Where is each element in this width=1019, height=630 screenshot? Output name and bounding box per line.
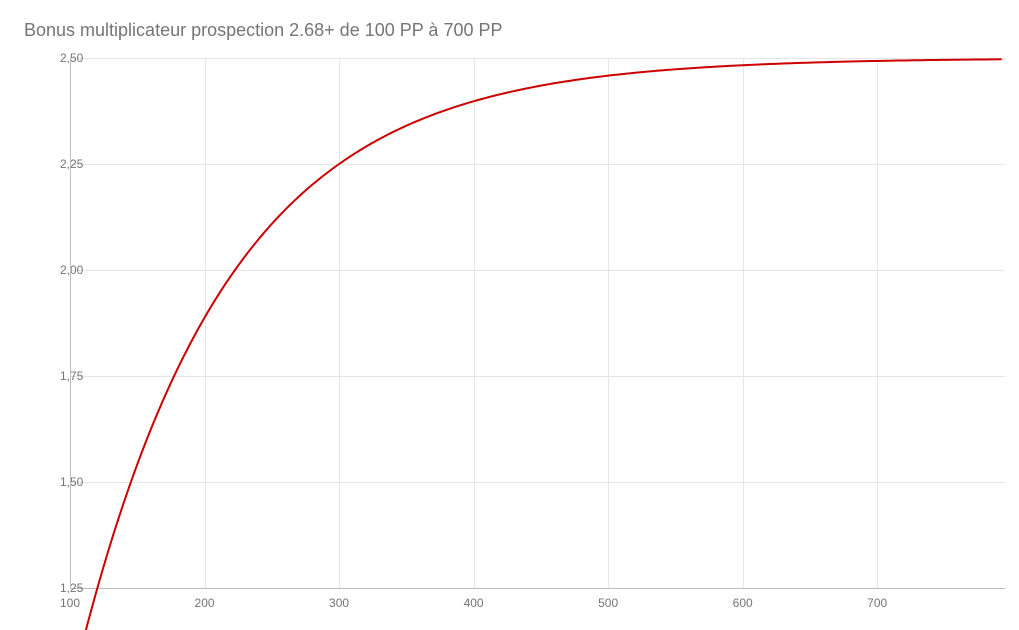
chart-title: Bonus multiplicateur prospection 2.68+ d… bbox=[24, 20, 503, 41]
x-tick-label: 400 bbox=[464, 596, 484, 610]
series-line bbox=[70, 58, 1005, 588]
x-tick-label: 500 bbox=[598, 596, 618, 610]
x-tick-label: 700 bbox=[867, 596, 887, 610]
chart-container: { "chart": { "type": "line", "title": "B… bbox=[0, 0, 1019, 630]
x-tick-label: 100 bbox=[60, 596, 80, 610]
x-tick-label: 600 bbox=[733, 596, 753, 610]
gridline-horizontal bbox=[70, 588, 1005, 589]
plot-area: 1,251,501,752,002,252,501002003004005006… bbox=[70, 58, 1005, 588]
x-tick-label: 300 bbox=[329, 596, 349, 610]
x-tick-label: 200 bbox=[195, 596, 215, 610]
